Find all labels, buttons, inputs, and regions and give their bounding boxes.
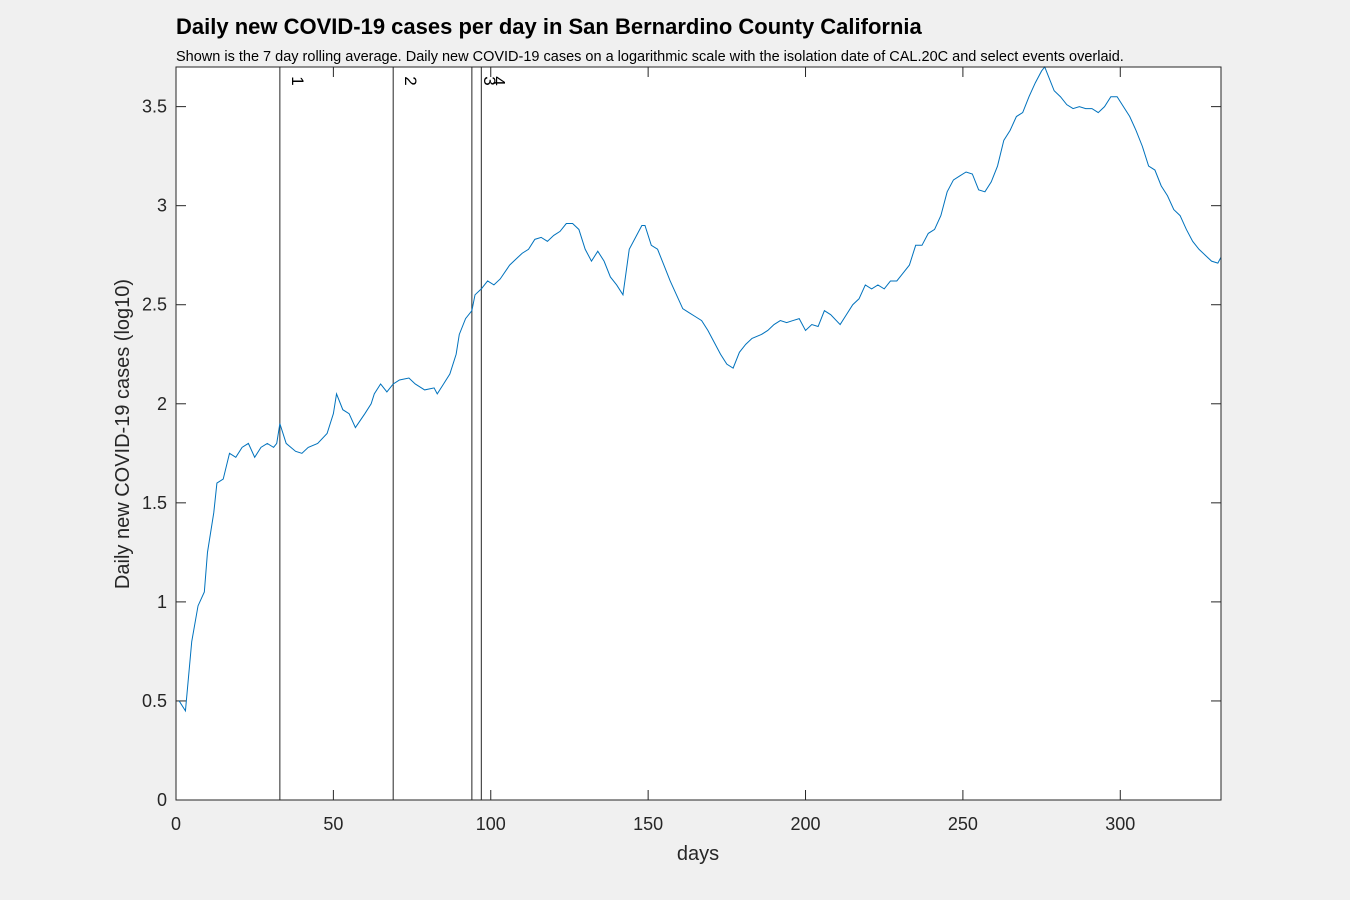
x-tick-label: 0 (171, 814, 181, 834)
event-label: 4 (489, 76, 508, 85)
chart-title: Daily new COVID-19 cases per day in San … (176, 14, 923, 39)
x-tick-label: 200 (790, 814, 820, 834)
data-line (178, 66, 1222, 713)
x-tick-label: 100 (476, 814, 506, 834)
y-tick-label: 1 (157, 592, 167, 612)
x-tick-label: 250 (948, 814, 978, 834)
x-tick-label: 150 (633, 814, 663, 834)
y-tick-label: 3.5 (142, 97, 167, 117)
event-label: 3 (480, 76, 499, 85)
y-tick-label: 3 (157, 196, 167, 216)
y-tick-label: 0.5 (142, 691, 167, 711)
y-tick-label: 1.5 (142, 493, 167, 513)
event-label: 2 (401, 76, 420, 85)
axes-box (175, 66, 1222, 801)
x-tick-label: 300 (1105, 814, 1135, 834)
plot-area (176, 67, 1221, 800)
chart-subtitle: Shown is the 7 day rolling average. Dail… (176, 49, 1124, 65)
event-label: 1 (288, 76, 307, 85)
x-axis-label: days (677, 843, 719, 865)
y-tick-label: 0 (157, 790, 167, 810)
y-tick-label: 2.5 (142, 295, 167, 315)
y-tick-label: 2 (157, 394, 167, 414)
x-tick-label: 50 (323, 814, 343, 834)
y-axis-label: Daily new COVID-19 cases (log10) (112, 279, 134, 589)
